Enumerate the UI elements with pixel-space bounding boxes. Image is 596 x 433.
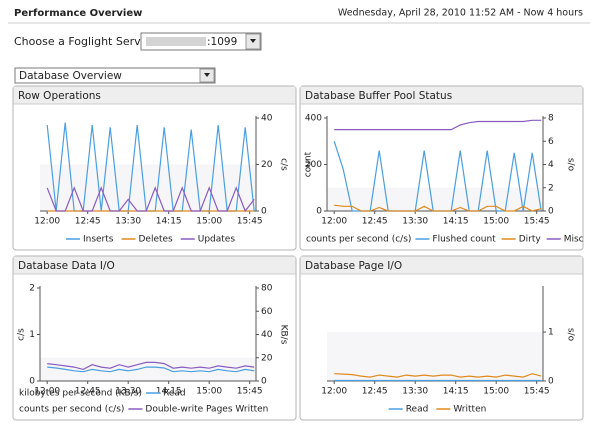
y2-tick-label: 60 (261, 307, 273, 317)
panel-title: Row Operations (18, 90, 101, 102)
y2-tick-label: 40 (261, 114, 273, 124)
legend-label: Deletes (138, 235, 173, 245)
panel-header (300, 86, 583, 104)
x-tick-label: 15:00 (196, 217, 222, 227)
y2-axis-label: s/o (566, 328, 576, 342)
panel-header (13, 86, 296, 104)
legend-note: counts per second (c/s) (306, 235, 411, 245)
server-value: :1099 (207, 36, 237, 48)
x-tick-label: 15:45 (237, 217, 263, 227)
y2-axis-label: KB/s (279, 325, 289, 345)
legend-note: kilobytes per second (KB/s) (19, 389, 142, 399)
x-tick-label: 12:45 (362, 387, 388, 397)
y2-tick-label: 2 (548, 183, 554, 193)
server-label: Choose a Foglight Server (14, 35, 152, 48)
x-tick-label: 12:00 (321, 387, 347, 397)
panel-title: Database Buffer Pool Status (305, 90, 452, 102)
legend-label: Dirty (519, 235, 542, 245)
series-line (46, 186, 255, 213)
legend: Read Written (388, 405, 486, 415)
series-line (334, 373, 542, 378)
legend-label: Read (406, 405, 429, 415)
legend: Inserts Deletes Updates (65, 235, 236, 245)
x-tick-label: 13:30 (402, 217, 428, 227)
series-line (47, 361, 255, 371)
x-tick-label: 12:45 (362, 217, 388, 227)
legend-note: counts per second (c/s) (19, 405, 124, 415)
page-title: Performance Overview (14, 8, 142, 19)
x-tick-label: 15:45 (524, 217, 550, 227)
x-tick-label: 12:45 (75, 217, 101, 227)
x-tick-label: 13:30 (402, 387, 428, 397)
legend-label: Read (163, 389, 186, 399)
y2-tick-label: 6 (548, 137, 554, 147)
legend-label: Updates (198, 235, 236, 245)
y2-tick-label: 0 (261, 207, 267, 217)
view-value: Database Overview (19, 70, 122, 82)
x-tick-label: 12:45 (75, 387, 101, 397)
y-tick-label: 400 (305, 114, 322, 124)
server-select[interactable]: :1099 (140, 32, 262, 51)
panel-header (13, 256, 296, 274)
x-tick-label: 14:15 (156, 217, 182, 227)
y-tick-label: 2 (29, 284, 35, 294)
y2-tick-label: 20 (261, 353, 273, 363)
x-tick-label: 15:00 (483, 387, 509, 397)
y-tick-label: 200 (305, 160, 322, 170)
y-tick-label: 0 (29, 377, 35, 387)
y2-tick-label: 0 (261, 377, 267, 387)
series-line (47, 366, 255, 373)
x-tick-label: 12:00 (321, 217, 347, 227)
y2-tick-label: 0 (548, 377, 554, 387)
y2-axis-label: c/s (279, 158, 289, 171)
legend-label: Double-write Pages Written (145, 405, 268, 415)
legend-label: Written (453, 405, 486, 415)
panel-title: Database Page I/O (305, 260, 402, 272)
y2-tick-label: 40 (261, 330, 273, 340)
y-tick-label: 1 (29, 330, 35, 340)
y2-tick-label: 80 (261, 284, 273, 294)
plot-band (40, 164, 256, 211)
x-tick-label: 14:15 (443, 387, 469, 397)
x-tick-label: 12:00 (34, 387, 60, 397)
plot-band (40, 357, 256, 381)
x-tick-label: 14:15 (443, 217, 469, 227)
x-tick-label: 15:00 (196, 387, 222, 397)
x-tick-label: 12:00 (34, 217, 60, 227)
x-tick-label: 13:30 (115, 387, 141, 397)
plot-band (327, 332, 543, 381)
panel-header (300, 256, 583, 274)
y-axis-label: c/s (17, 328, 27, 341)
y2-tick-label: 1 (548, 328, 554, 338)
y-axis-label: count (304, 151, 314, 177)
time-range[interactable]: Wednesday, April 28, 2010 11:52 AM - Now… (338, 8, 583, 19)
x-tick-label: 14:15 (156, 387, 182, 397)
plot-band (327, 187, 543, 211)
y2-tick-label: 20 (261, 160, 273, 170)
y2-tick-label: 8 (548, 114, 554, 124)
y2-axis-label: s/o (566, 158, 576, 172)
view-select[interactable]: Database Overview (14, 67, 216, 84)
x-tick-label: 13:30 (115, 217, 141, 227)
y2-tick-label: 0 (548, 207, 554, 217)
legend-label: Misc (564, 235, 584, 245)
panel-title: Database Data I/O (18, 260, 115, 272)
series-line (334, 204, 542, 212)
y2-tick-label: 4 (548, 160, 554, 170)
x-tick-label: 15:00 (483, 217, 509, 227)
legend-label: Inserts (83, 235, 114, 245)
legend-label: Flushed count (432, 235, 496, 245)
x-tick-label: 15:45 (237, 387, 263, 397)
series-line (334, 119, 542, 131)
y-tick-label: 0 (316, 207, 322, 217)
x-tick-label: 15:45 (524, 387, 550, 397)
